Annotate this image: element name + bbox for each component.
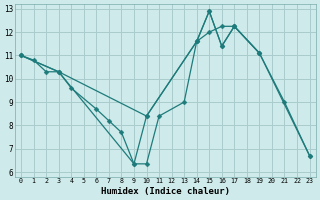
X-axis label: Humidex (Indice chaleur): Humidex (Indice chaleur) (101, 187, 230, 196)
